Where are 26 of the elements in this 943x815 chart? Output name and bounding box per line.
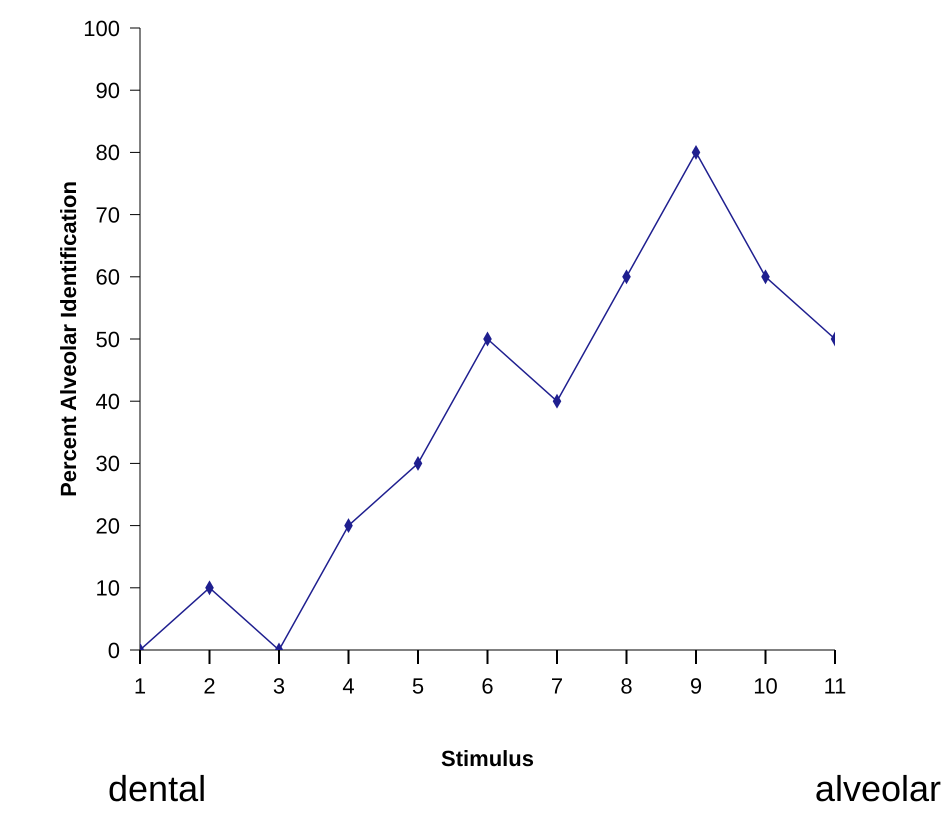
x-tick-label: 2 <box>203 674 216 699</box>
y-tick-label: 70 <box>96 202 120 228</box>
y-axis-title: Percent Alveolar Identification <box>56 181 81 497</box>
x-axis-title: Stimulus <box>441 746 534 771</box>
y-tick-label: 0 <box>108 638 120 663</box>
y-tick-label: 90 <box>96 78 120 104</box>
x-tick-label: 11 <box>824 674 846 699</box>
x-tick-label: 7 <box>550 674 564 699</box>
x-tick-label: 9 <box>690 674 702 699</box>
y-tick-label: 20 <box>96 513 120 538</box>
y-tick-label: 40 <box>96 389 120 414</box>
x-tick-label: 5 <box>412 674 424 699</box>
text: alveolar <box>814 768 941 810</box>
y-tick-label: 100 <box>83 16 120 41</box>
x-tick-label: 8 <box>620 674 633 699</box>
y-tick-label: 80 <box>96 140 120 166</box>
text: dental <box>108 768 206 810</box>
y-tick-label: 50 <box>96 326 120 352</box>
y-tick-label: 10 <box>96 576 120 601</box>
x-tick-label: 4 <box>342 674 355 699</box>
x-tick-label: 10 <box>753 674 778 699</box>
x-tick-label: 3 <box>272 674 286 699</box>
y-tick-label: 30 <box>96 451 120 476</box>
x-tick-label: 6 <box>481 674 494 699</box>
y-tick-label: 60 <box>96 264 120 290</box>
x-tick-label: 1 <box>134 674 146 699</box>
